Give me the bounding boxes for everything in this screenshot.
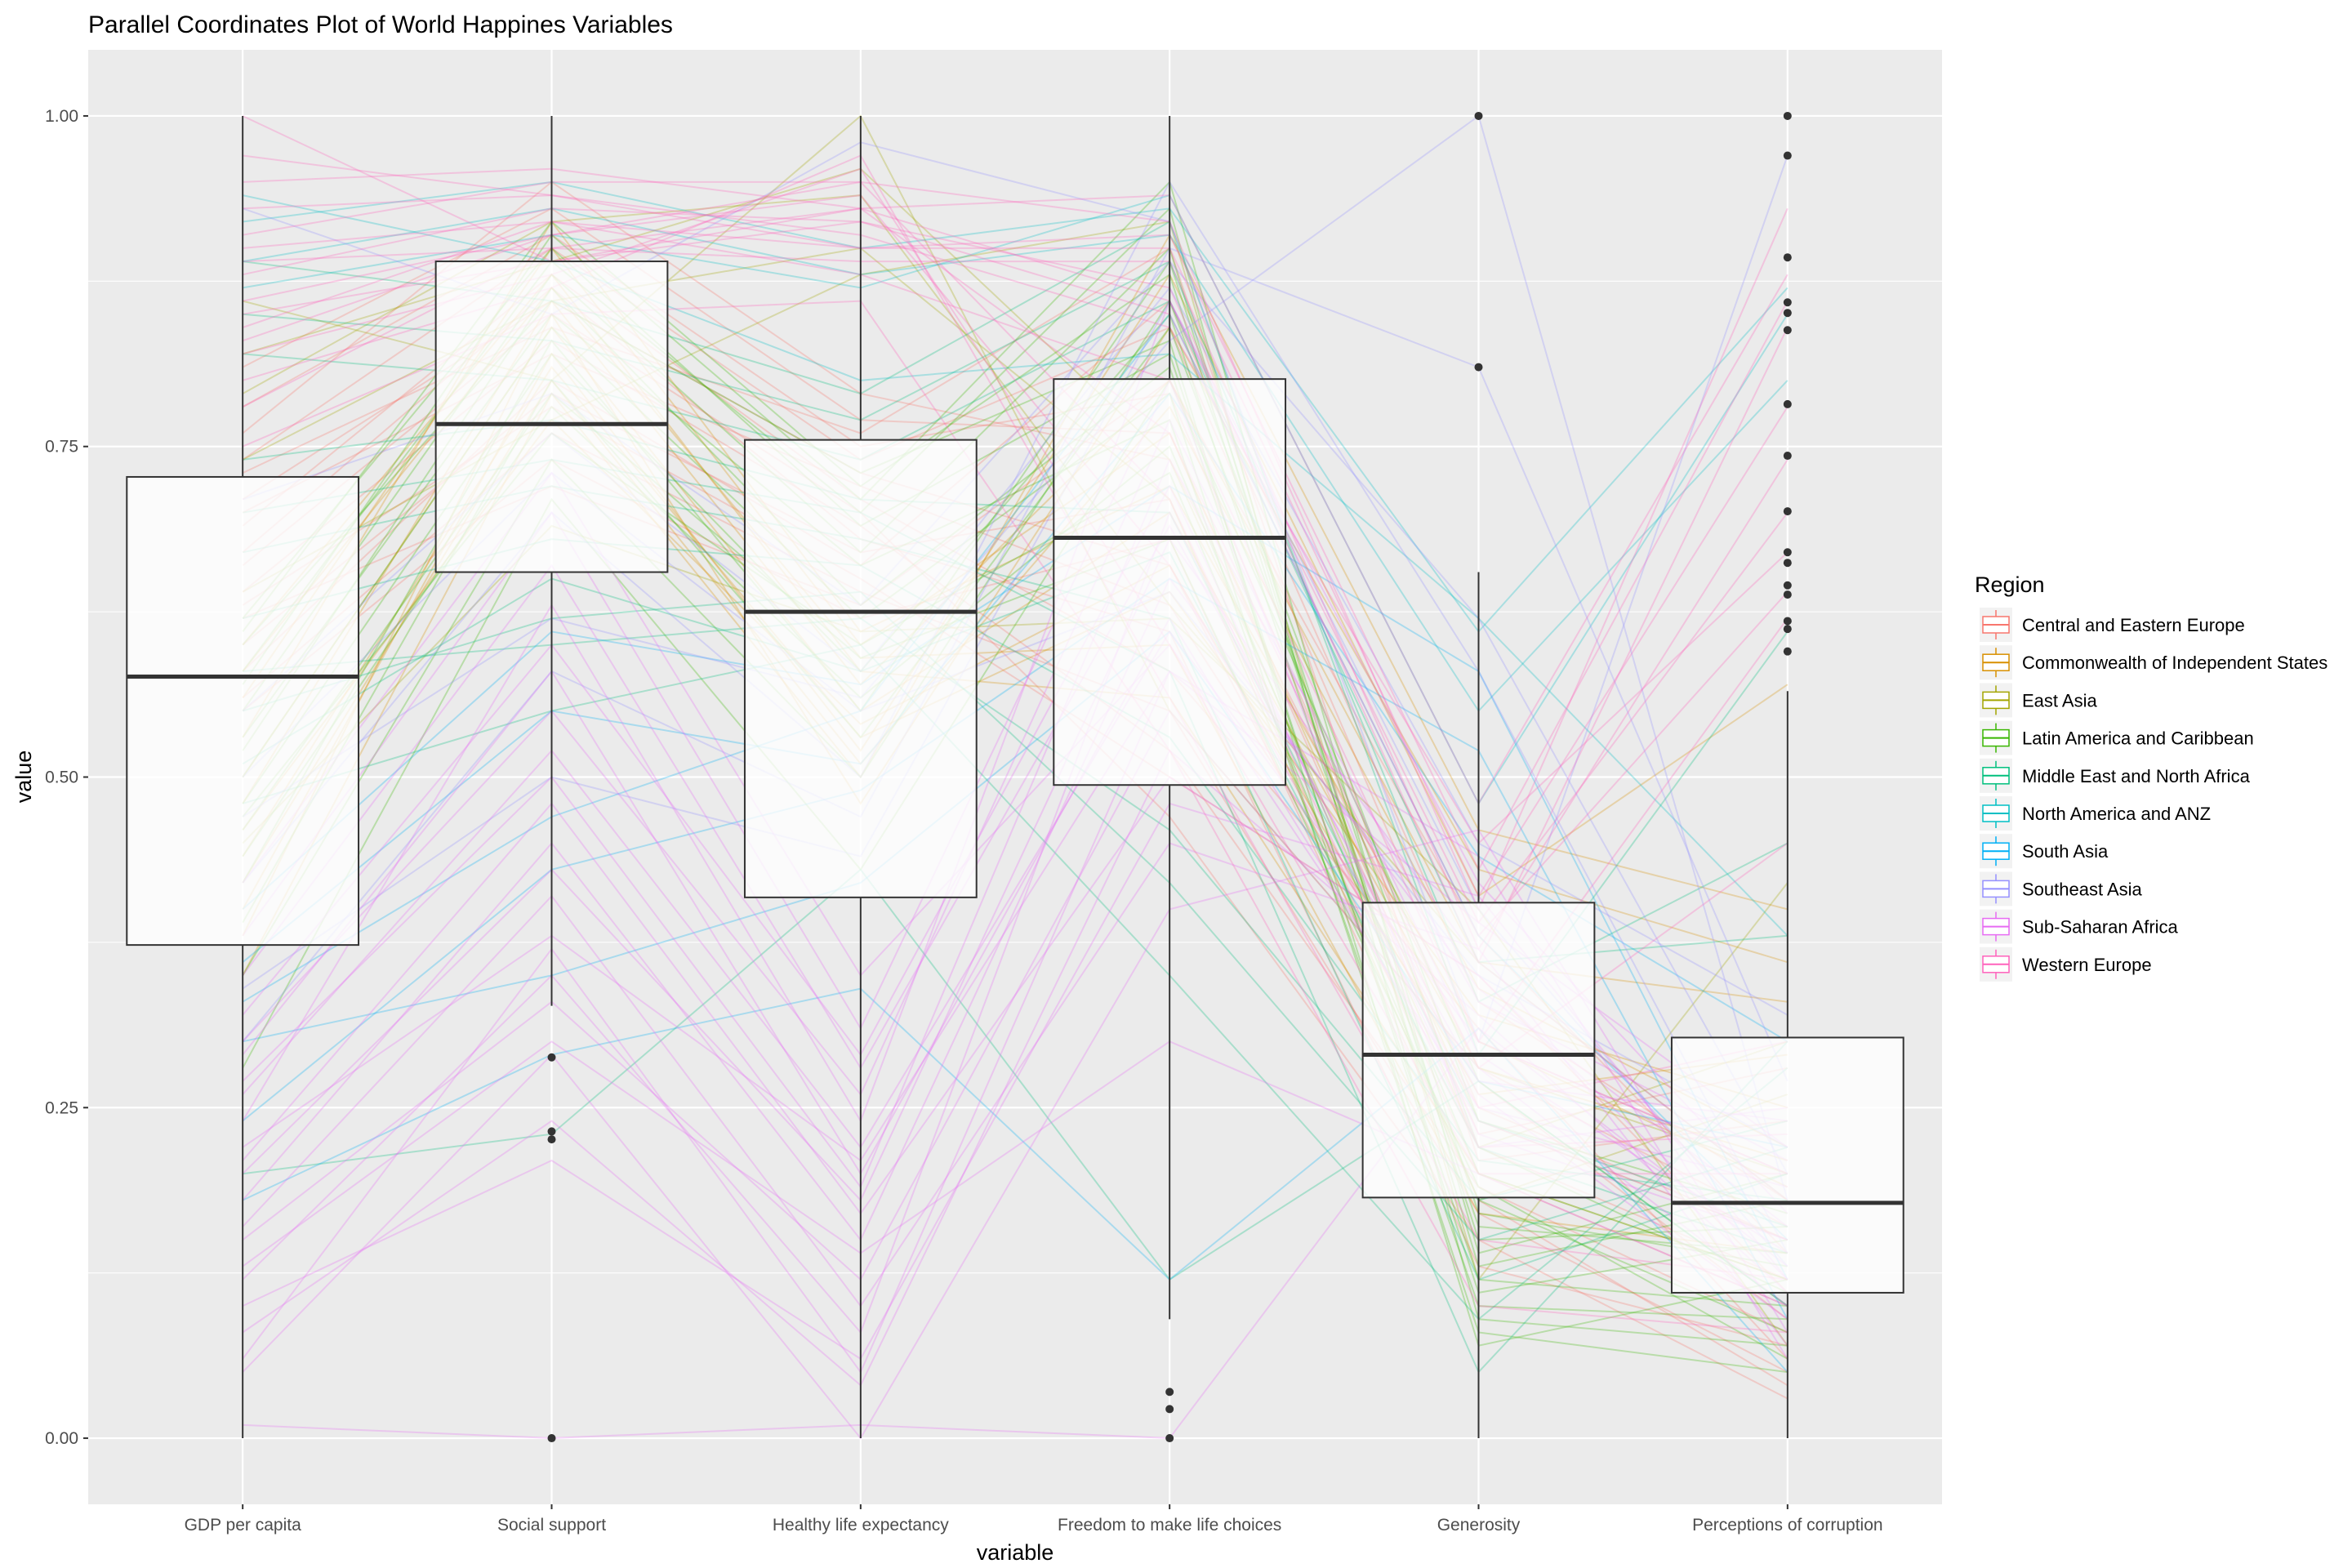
legend-item: Middle East and North Africa bbox=[1980, 758, 2251, 793]
legend-label: East Asia bbox=[2022, 690, 2097, 710]
legend-item: East Asia bbox=[1980, 683, 2097, 718]
series-line bbox=[242, 644, 1788, 1321]
box bbox=[743, 439, 978, 898]
legend-label: South Asia bbox=[2022, 841, 2109, 862]
legend-item: Western Europe bbox=[1980, 947, 2152, 982]
outlier-point bbox=[1165, 1388, 1174, 1396]
x-tick-label: Freedom to make life choices bbox=[1058, 1516, 1281, 1535]
box bbox=[126, 475, 360, 947]
series-line bbox=[243, 154, 1788, 871]
x-tick-label: Generosity bbox=[1437, 1516, 1521, 1535]
x-tick-label: Healthy life expectancy bbox=[773, 1516, 949, 1535]
outlier-point bbox=[547, 1127, 556, 1136]
y-axis: 0.00 0.25 0.50 0.75 1.00 bbox=[45, 107, 88, 1448]
box bbox=[1361, 902, 1596, 1199]
outlier-point bbox=[1783, 548, 1792, 557]
outlier-point bbox=[547, 1434, 556, 1443]
outlier-point bbox=[1783, 581, 1792, 590]
y-tick-label: 0.25 bbox=[45, 1098, 78, 1117]
series-line bbox=[243, 180, 1788, 911]
legend-item: Commonwealth of Independent States bbox=[1980, 645, 2328, 680]
outlier-point bbox=[1783, 617, 1792, 626]
x-axis: GDP per capita Social support Healthy life… bbox=[185, 1504, 1883, 1535]
outlier-point bbox=[1783, 559, 1792, 568]
legend-item: South Asia bbox=[1980, 834, 2109, 869]
series-line bbox=[243, 167, 1788, 805]
series-line bbox=[243, 207, 1788, 713]
legend-item: Central and Eastern Europe bbox=[1980, 608, 2245, 642]
legend-label: Latin America and Caribbean bbox=[2022, 728, 2254, 749]
legend: Region Central and Eastern Europe Commonw… bbox=[1975, 572, 2328, 982]
legend-title: Region bbox=[1975, 572, 2045, 597]
x-axis-title: variable bbox=[977, 1540, 1054, 1565]
outlier-point bbox=[1783, 326, 1792, 335]
outlier-point bbox=[1783, 452, 1792, 461]
outlier-point bbox=[1165, 1405, 1174, 1414]
series-line bbox=[243, 194, 1788, 805]
box bbox=[1670, 1036, 1904, 1294]
legend-label: Middle East and North Africa bbox=[2022, 766, 2251, 786]
series-line bbox=[242, 207, 1788, 964]
series-line bbox=[243, 180, 1788, 633]
y-tick-label: 1.00 bbox=[45, 107, 78, 126]
x-tick-label: Social support bbox=[497, 1516, 606, 1535]
outlier-point bbox=[1783, 647, 1792, 656]
outlier-point bbox=[1783, 298, 1792, 307]
legend-label: Southeast Asia bbox=[2022, 879, 2143, 899]
series-line bbox=[242, 485, 1788, 1281]
outlier-point bbox=[1783, 253, 1792, 262]
legend-item: Southeast Asia bbox=[1980, 871, 2143, 906]
outlier-point bbox=[1783, 151, 1792, 160]
outlier-point bbox=[1783, 309, 1792, 318]
series-line bbox=[242, 392, 1788, 1043]
x-tick-label: Perceptions of corruption bbox=[1692, 1516, 1882, 1535]
outlier-point bbox=[1474, 111, 1483, 120]
outlier-point bbox=[1783, 625, 1792, 634]
box bbox=[1053, 378, 1287, 786]
y-tick-label: 0.00 bbox=[45, 1429, 78, 1448]
outlier-point bbox=[1474, 363, 1483, 372]
y-tick-label: 0.75 bbox=[45, 438, 78, 457]
legend-item: North America and ANZ bbox=[1980, 796, 2211, 831]
outlier-point bbox=[547, 1135, 556, 1144]
series-line bbox=[242, 590, 1788, 1241]
outlier-point bbox=[1783, 111, 1792, 120]
outlier-point bbox=[1783, 507, 1792, 516]
y-tick-label: 0.50 bbox=[45, 768, 78, 787]
legend-label: North America and ANZ bbox=[2022, 804, 2211, 824]
legend-item: Latin America and Caribbean bbox=[1980, 720, 2254, 755]
outlier-point bbox=[1783, 590, 1792, 599]
series-line bbox=[242, 247, 1788, 1082]
x-tick-label: GDP per capita bbox=[185, 1516, 302, 1535]
series-line bbox=[243, 194, 1788, 845]
series-line bbox=[242, 180, 1788, 1254]
legend-item: Sub-Saharan Africa bbox=[1980, 909, 2179, 944]
series-line bbox=[242, 114, 1788, 1200]
chart-title: Parallel Coordinates Plot of World Happi… bbox=[88, 11, 673, 38]
box bbox=[434, 261, 669, 573]
outlier-point bbox=[547, 1053, 556, 1062]
outlier-point bbox=[1165, 1434, 1174, 1443]
series-line bbox=[242, 115, 1788, 924]
legend-label: Commonwealth of Independent States bbox=[2022, 653, 2328, 673]
series-line bbox=[243, 220, 1788, 898]
legend-label: Sub-Saharan Africa bbox=[2022, 917, 2179, 938]
series-line bbox=[243, 247, 1788, 951]
boxplots-layer bbox=[126, 111, 1904, 1443]
outlier-point bbox=[1783, 399, 1792, 408]
series-line bbox=[242, 577, 1788, 1320]
legend-label: Central and Eastern Europe bbox=[2022, 615, 2245, 635]
series-line bbox=[242, 194, 1788, 937]
y-axis-title: value bbox=[11, 751, 36, 804]
legend-label: Western Europe bbox=[2022, 955, 2152, 975]
